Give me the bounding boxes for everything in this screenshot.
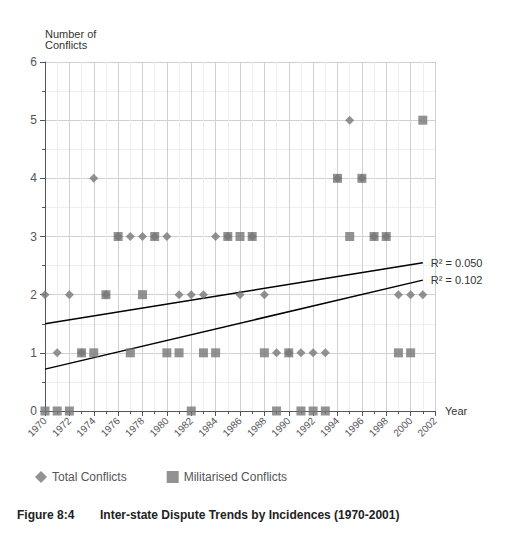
svg-text:1990: 1990	[269, 415, 293, 439]
svg-text:1996: 1996	[342, 415, 366, 439]
svg-text:1998: 1998	[367, 415, 391, 439]
svg-text:2000: 2000	[391, 415, 415, 439]
svg-text:1976: 1976	[99, 415, 123, 439]
svg-text:1974: 1974	[74, 415, 98, 439]
svg-text:3: 3	[30, 230, 37, 244]
svg-text:2002: 2002	[415, 415, 439, 439]
svg-text:1992: 1992	[294, 415, 318, 439]
svg-text:Inter-state Dispute Trends by: Inter-state Dispute Trends by Incidences…	[100, 508, 399, 522]
svg-text:R² = 0.102: R² = 0.102	[431, 274, 483, 286]
svg-text:Figure 8:4: Figure 8:4	[17, 508, 75, 522]
svg-text:1980: 1980	[147, 415, 171, 439]
svg-text:1972: 1972	[50, 415, 74, 439]
svg-text:1984: 1984	[196, 415, 220, 439]
svg-text:1970: 1970	[25, 415, 49, 439]
svg-text:Total Conflicts: Total Conflicts	[52, 470, 127, 484]
svg-text:6: 6	[30, 55, 37, 69]
svg-text:1994: 1994	[318, 415, 342, 439]
svg-text:R² = 0.050: R² = 0.050	[431, 257, 483, 269]
svg-text:1988: 1988	[245, 415, 269, 439]
svg-text:Conflicts: Conflicts	[45, 39, 88, 51]
svg-text:1: 1	[30, 346, 37, 360]
svg-text:4: 4	[30, 171, 37, 185]
svg-text:0: 0	[30, 404, 37, 418]
svg-text:5: 5	[30, 113, 37, 127]
svg-text:Number of: Number of	[45, 27, 97, 40]
svg-text:Militarised Conflicts: Militarised Conflicts	[184, 470, 287, 484]
svg-text:1986: 1986	[220, 415, 244, 439]
svg-text:1982: 1982	[172, 415, 196, 439]
svg-text:1978: 1978	[123, 415, 147, 439]
svg-text:2: 2	[30, 288, 37, 302]
svg-text:Year: Year	[445, 405, 468, 417]
